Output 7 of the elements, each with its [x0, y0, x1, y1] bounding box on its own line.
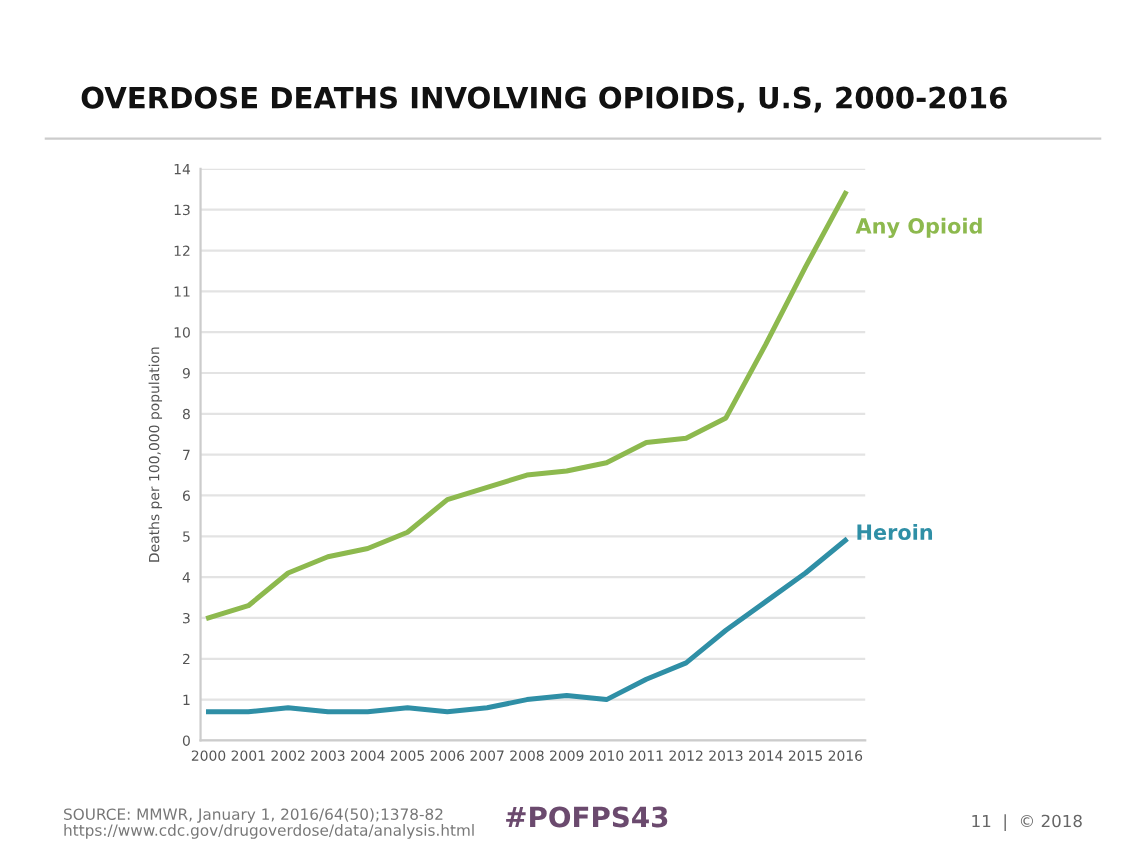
line-series: [206, 537, 848, 715]
series-label: Heroin: [857, 523, 933, 541]
text: 11 | © 2018: [972, 814, 1082, 831]
text: #POFPS43: [506, 806, 668, 828]
line-series: [206, 190, 848, 621]
series-label: Any Opioid: [855, 217, 982, 239]
chart-title: OVERDOSE DEATHS INVOLVING OPIOIDS, U.S, 2000-2016: [81, 86, 1007, 113]
